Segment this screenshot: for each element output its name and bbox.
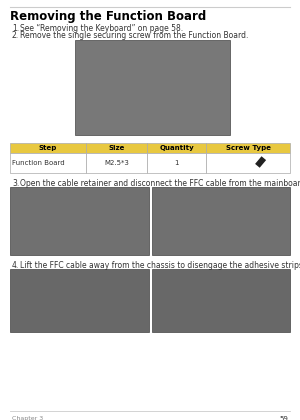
Bar: [10, 143, 86, 153]
Text: Function Board: Function Board: [12, 160, 64, 166]
Bar: [10, 153, 86, 173]
Bar: [152, 187, 290, 255]
Bar: [75, 40, 230, 135]
Bar: [85, 153, 147, 173]
Bar: [147, 143, 206, 153]
Bar: [152, 269, 290, 332]
Text: 4.: 4.: [12, 261, 19, 270]
Bar: [10, 187, 148, 255]
Bar: [85, 143, 147, 153]
Bar: [147, 153, 206, 173]
Bar: [255, 156, 266, 168]
Text: M2.5*3: M2.5*3: [104, 160, 129, 166]
Text: 1: 1: [174, 160, 179, 166]
Text: 1.: 1.: [12, 24, 19, 33]
Text: Chapter 3: Chapter 3: [12, 416, 43, 420]
Text: Size: Size: [108, 145, 124, 151]
Bar: [10, 269, 148, 332]
Text: Remove the single securing screw from the Function Board.: Remove the single securing screw from th…: [20, 31, 248, 40]
Text: Step: Step: [39, 145, 57, 151]
Bar: [206, 153, 290, 173]
Text: 2.: 2.: [12, 31, 19, 40]
Text: Lift the FFC cable away from the chassis to disengage the adhesive strips.: Lift the FFC cable away from the chassis…: [20, 261, 300, 270]
Text: Screw Type: Screw Type: [226, 145, 271, 151]
Text: 3.: 3.: [12, 179, 19, 188]
Text: Quantity: Quantity: [159, 145, 194, 151]
Text: See “Removing the Keyboard” on page 58.: See “Removing the Keyboard” on page 58.: [20, 24, 183, 33]
Text: Open the cable retainer and disconnect the FFC cable from the mainboard.: Open the cable retainer and disconnect t…: [20, 179, 300, 188]
Text: Removing the Function Board: Removing the Function Board: [10, 10, 206, 23]
Bar: [206, 143, 290, 153]
Text: 59: 59: [279, 416, 288, 420]
